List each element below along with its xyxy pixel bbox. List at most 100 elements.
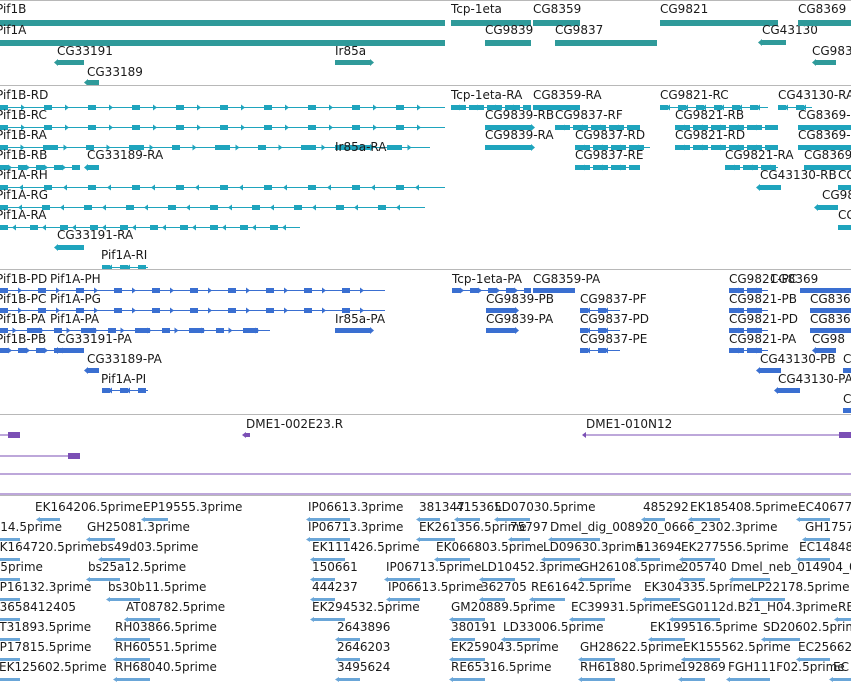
transcripts-feature[interactable]: CG8359-RA [533,88,602,110]
feature-label[interactable]: LP22178.5prime [751,580,850,594]
feature-label[interactable]: CG8369 [770,272,818,286]
feature-label[interactable]: CG9821-PB [729,292,797,306]
feature-label[interactable]: Pif1A-PI [101,372,146,386]
feature-label[interactable]: bs30b11.5prime [108,580,206,594]
ests-feature[interactable]: ESG0112d.B21_H04.3prime [669,600,838,622]
feature-label[interactable]: CG9839-RA [485,128,554,142]
genes-feature[interactable]: CG43130 [758,23,818,46]
transcripts-feature[interactable]: CG [838,168,851,190]
feature-label[interactable]: FGH111F02.5prime [728,660,845,674]
feature-label[interactable]: 75797 [510,520,548,534]
proteins-feature[interactable]: CG9821-PD [729,312,798,334]
feature-label[interactable]: Tcp-1eta-RA [450,88,523,102]
ests-feature[interactable]: 150661 [310,560,358,582]
ests-feature[interactable]: 485292 [641,500,689,522]
feature-label[interactable]: IP06613.5prime [388,580,483,594]
feature-label[interactable]: CG9839-PA [486,312,554,326]
feature-label[interactable]: Pif1A-PG [50,292,101,306]
genes-feature[interactable]: CG9839 [485,23,533,46]
feature-label[interactable]: 2643896 [337,620,390,634]
proteins-feature[interactable]: CG9821-PB [729,292,797,314]
ests-feature[interactable]: EK125602.5prime [0,660,107,682]
transcripts-feature[interactable]: CG33191-RA [54,228,134,251]
feature-label[interactable]: GH29718.5prime [0,560,43,574]
ests-feature[interactable]: 444237 [310,580,358,602]
feature-label[interactable]: IP06613.3prime [308,500,403,514]
transcripts-feature[interactable]: Tcp-1eta-RA [450,88,531,111]
feature-label[interactable]: RE61642.5prime [531,580,632,594]
feature-label[interactable]: 192869 [680,660,726,674]
feature-label[interactable]: EK155562.5prime [683,640,791,654]
feature-label[interactable]: Pif1A-RG [0,188,48,202]
transcripts-feature[interactable]: CG9821-RC [660,88,768,111]
feature-label[interactable]: EP17815.5prime [0,640,91,654]
feature-label[interactable]: GH1757 [805,520,851,534]
feature-label[interactable]: CG983 [812,44,851,58]
feature-label[interactable]: CG8359-RA [533,88,602,102]
feature-label[interactable]: 415365 [456,500,502,514]
ests-feature[interactable]: bs25a12.5prime [86,560,186,582]
feature-label[interactable]: 3495624 [337,660,390,674]
feature-label[interactable]: EK261356.5prime [419,520,527,534]
feature-label[interactable]: Ir85a-RA [335,140,387,154]
feature-label[interactable]: SD20602.5prime [763,620,851,634]
feature-label[interactable]: Pif1B-PB [0,332,46,346]
ests-feature[interactable]: 362705 [479,580,527,602]
proteins-feature[interactable]: CG8369 [770,272,851,293]
ests-feature[interactable]: EK259043.5prime [449,640,559,662]
proteins-feature[interactable]: Pif1B-PD [0,272,385,294]
feature-label[interactable]: GH26108.5prime [580,560,683,574]
feature-label[interactable]: RH61880.5prime [580,660,682,674]
feature-label[interactable]: GH28622.5prime [580,640,683,654]
feature-label[interactable]: 2646203 [337,640,390,654]
ests-feature[interactable]: IP06613.3prime [306,500,403,522]
transcripts-feature[interactable]: CG9821-RD [675,128,778,151]
ests-feature[interactable]: 205740 [679,560,727,582]
feature-label[interactable]: Tcp-1eta-PA [451,272,523,286]
transcripts-feature[interactable]: CG9821-RB [675,108,778,131]
ests-feature[interactable]: LD33006.5prime [501,620,604,642]
transcripts-feature[interactable]: Pif1B-RC [0,108,445,131]
feature-label[interactable]: Dmel_neb_014904_0 [731,560,851,574]
feature-label[interactable]: DME1-010N12 [586,417,672,431]
genes-feature[interactable]: CG9837 [555,23,657,46]
proteins-feature[interactable]: CG9837-PE [580,332,647,354]
feature-label[interactable]: CG9821-PC [729,272,797,286]
feature-label[interactable]: CG9837-RF [555,108,623,122]
feature-label[interactable]: Ir85a-PA [335,312,386,326]
proteins-feature[interactable]: CG9839-PA [486,312,554,334]
ests-feature[interactable]: IP06713.3prime [306,520,403,542]
transcripts-feature[interactable]: CG43130-RB [756,168,837,191]
feature-label[interactable]: Pif1A-PH [50,272,101,286]
ests-feature[interactable]: 381347 [416,500,465,522]
transcripts-feature[interactable]: CG9839-RA [485,128,554,151]
feature-label[interactable]: AT31893.5prime [0,620,91,634]
feature-label[interactable]: CG836 [810,312,851,326]
ests-feature[interactable]: FGH111F02.5prime [726,660,845,682]
feature-label[interactable]: EK185408.5prime [690,500,798,514]
feature-label[interactable]: CG9839 [485,23,533,37]
feature-label[interactable]: Ir85a [335,44,366,58]
proteins-feature[interactable]: Pif1B-PC [0,292,385,314]
feature-label[interactable]: CG9837-PF [580,292,647,306]
feature-label[interactable]: 381347 [419,500,465,514]
ests-feature[interactable]: RE [834,600,851,622]
feature-label[interactable]: LD07030.5prime [495,500,596,514]
feature-label[interactable]: RE65316.5prime [451,660,552,674]
feature-label[interactable]: CG9837-RE [575,148,643,162]
ests-feature[interactable]: AT31893.5prime [0,620,91,642]
proteins-feature[interactable]: CG9837-PD [580,312,649,334]
ests-feature[interactable]: RE65316.5prime [449,660,552,682]
feature-label[interactable]: CG9821-PA [729,332,797,346]
ests-feature[interactable]: EK066803.5prime [434,540,544,562]
feature-label[interactable]: CG43130-PA [778,372,851,386]
transcripts-feature[interactable]: CG8369- [798,128,851,150]
ests-feature[interactable]: EK277556.5prime [679,540,789,562]
proteins-feature[interactable]: CG9837-PF [580,292,647,314]
ests-feature[interactable]: 93658412405 [0,600,76,622]
proteins-feature[interactable]: CG33191-PA [54,332,133,354]
feature-label[interactable]: Pif1B-RD [0,88,48,102]
ests-feature[interactable]: LD10452.3prime [479,560,582,582]
proteins-feature[interactable]: CG9839-PB [486,292,554,314]
